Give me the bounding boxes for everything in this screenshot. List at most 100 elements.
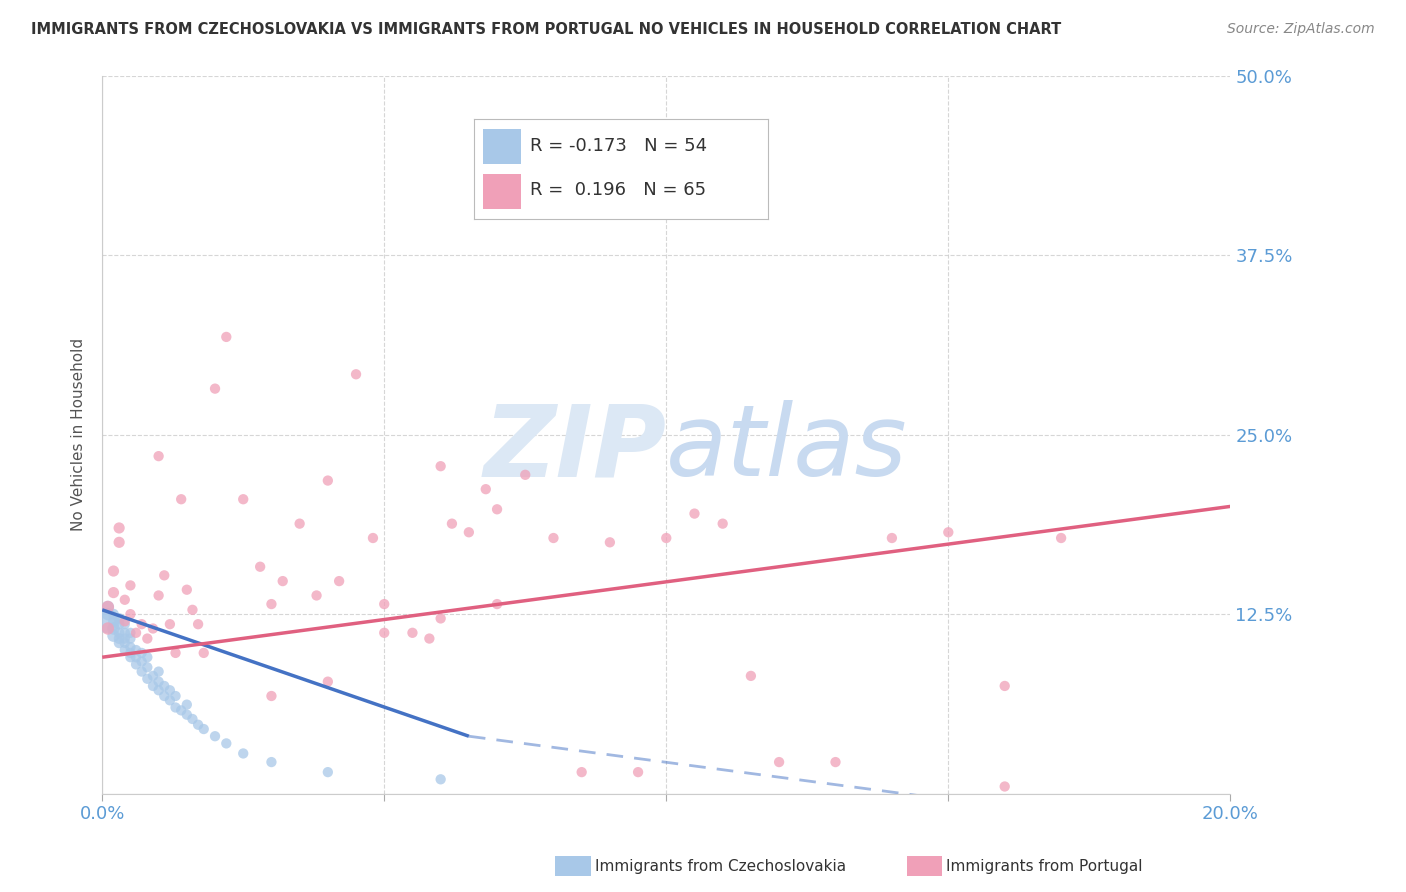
Point: [361, 531, 384, 545]
Point: [97, 599, 120, 614]
Point: [232, 492, 254, 507]
Point: [260, 689, 283, 703]
Point: [97, 622, 120, 636]
Point: [249, 559, 271, 574]
Point: [125, 625, 148, 640]
Point: [148, 665, 170, 679]
Point: [655, 531, 678, 545]
Point: [170, 492, 193, 507]
Point: [457, 525, 479, 540]
Point: [316, 474, 339, 488]
Point: [108, 632, 131, 646]
Point: [429, 772, 451, 787]
Point: [344, 368, 367, 382]
Point: [176, 582, 198, 597]
Y-axis label: No Vehicles in Household: No Vehicles in Household: [72, 338, 86, 531]
Point: [215, 736, 238, 750]
Point: [114, 615, 136, 629]
Point: [880, 531, 903, 545]
Point: [159, 683, 181, 698]
Point: [193, 646, 215, 660]
Point: [316, 765, 339, 780]
Point: [373, 625, 395, 640]
Point: [288, 516, 311, 531]
Point: [120, 640, 142, 655]
Point: [204, 729, 226, 743]
Text: IMMIGRANTS FROM CZECHOSLOVAKIA VS IMMIGRANTS FROM PORTUGAL NO VEHICLES IN HOUSEH: IMMIGRANTS FROM CZECHOSLOVAKIA VS IMMIGR…: [31, 22, 1062, 37]
Point: [711, 516, 734, 531]
Point: [165, 689, 187, 703]
Point: [486, 502, 509, 516]
Point: [148, 589, 170, 603]
Point: [181, 603, 204, 617]
Point: [120, 578, 142, 592]
Point: [571, 765, 593, 780]
Point: [120, 632, 142, 646]
Point: [142, 669, 165, 683]
Point: [153, 689, 176, 703]
Text: Source: ZipAtlas.com: Source: ZipAtlas.com: [1227, 22, 1375, 37]
Point: [114, 592, 136, 607]
Point: [475, 482, 498, 496]
Text: Immigrants from Portugal: Immigrants from Portugal: [946, 859, 1143, 873]
Point: [120, 646, 142, 660]
Point: [108, 535, 131, 549]
Point: [165, 646, 187, 660]
Text: Immigrants from Czechoslovakia: Immigrants from Czechoslovakia: [595, 859, 846, 873]
Point: [515, 467, 537, 482]
Point: [125, 643, 148, 657]
Point: [103, 607, 125, 621]
Point: [429, 611, 451, 625]
Point: [114, 643, 136, 657]
Text: ZIP: ZIP: [484, 401, 666, 498]
Point: [215, 330, 238, 344]
Point: [627, 765, 650, 780]
Point: [994, 679, 1017, 693]
Point: [683, 507, 706, 521]
Point: [1050, 531, 1073, 545]
Point: [429, 459, 451, 474]
Point: [159, 617, 181, 632]
Point: [148, 449, 170, 463]
Point: [153, 679, 176, 693]
Point: [260, 597, 283, 611]
Point: [142, 622, 165, 636]
Point: [232, 747, 254, 761]
Point: [271, 574, 294, 588]
Point: [768, 755, 790, 769]
Point: [125, 650, 148, 665]
Point: [103, 622, 125, 636]
Point: [187, 617, 209, 632]
Point: [131, 655, 153, 669]
Point: [103, 615, 125, 629]
Point: [824, 755, 846, 769]
Point: [114, 632, 136, 646]
Point: [418, 632, 440, 646]
Point: [159, 693, 181, 707]
Point: [136, 672, 159, 686]
Point: [97, 599, 120, 614]
Point: [740, 669, 762, 683]
Point: [373, 597, 395, 611]
Point: [204, 382, 226, 396]
Point: [125, 657, 148, 672]
Point: [114, 617, 136, 632]
Point: [136, 632, 159, 646]
Point: [120, 625, 142, 640]
Point: [543, 531, 565, 545]
Point: [153, 568, 176, 582]
Point: [401, 625, 423, 640]
Point: [131, 665, 153, 679]
Point: [114, 625, 136, 640]
Point: [316, 674, 339, 689]
Point: [131, 617, 153, 632]
Point: [170, 703, 193, 717]
Point: [148, 683, 170, 698]
Point: [486, 597, 509, 611]
Point: [120, 650, 142, 665]
Point: [136, 650, 159, 665]
Point: [97, 615, 120, 629]
Point: [165, 700, 187, 714]
Point: [97, 607, 120, 621]
Point: [131, 646, 153, 660]
